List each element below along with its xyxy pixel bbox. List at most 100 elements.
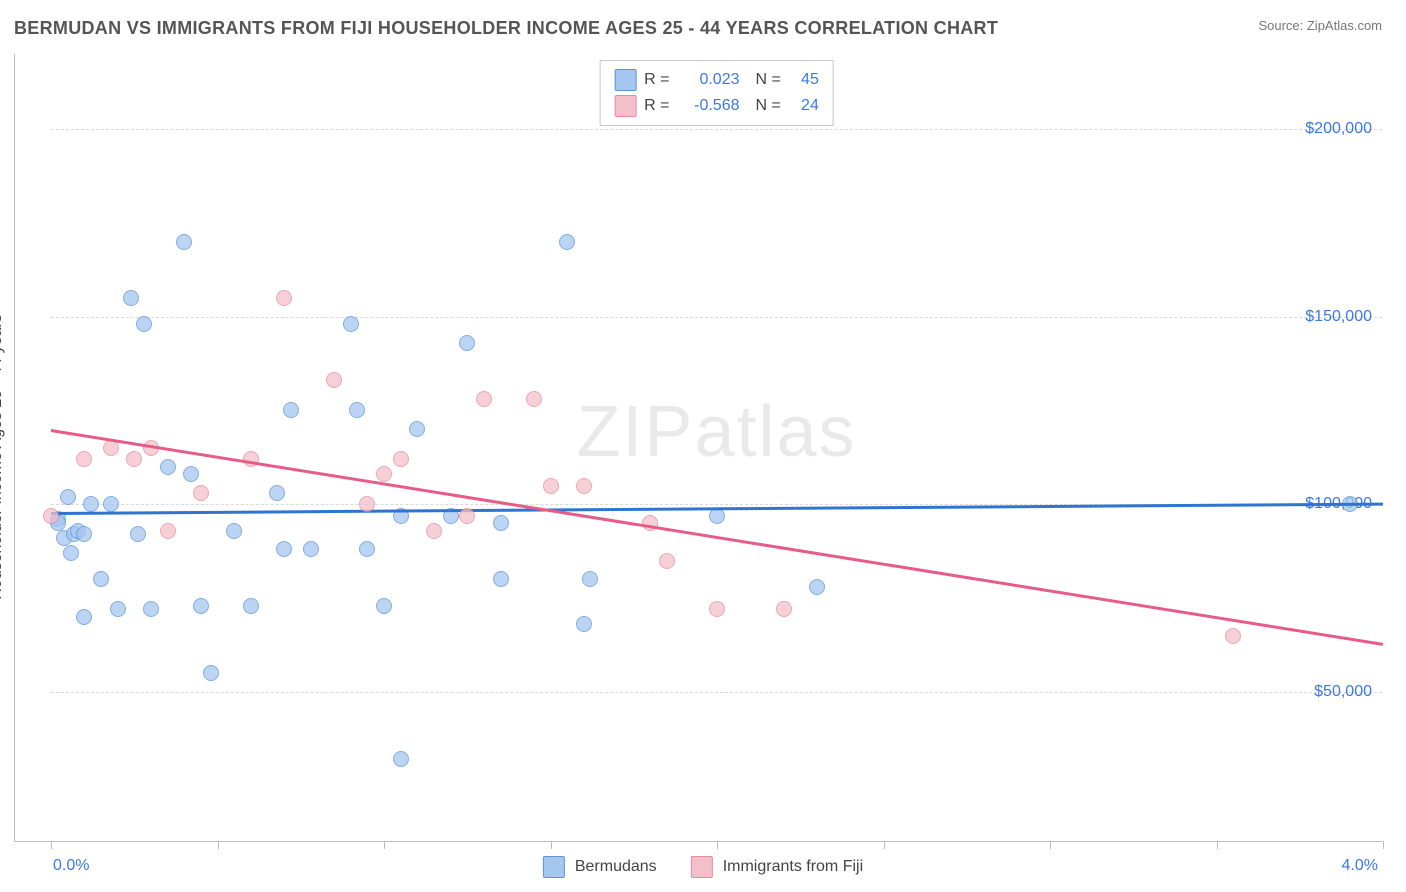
legend-label: Bermudans (575, 858, 657, 876)
scatter-point (343, 316, 359, 332)
scatter-point (160, 523, 176, 539)
r-value: -0.568 (678, 97, 740, 115)
plot-region: ZIPatlas R = 0.023 N = 45 R = -0.568 N = 24 $50… (51, 54, 1382, 841)
x-tick (1050, 841, 1051, 849)
y-axis-label: Householder Income Ages 25 - 44 years (0, 314, 6, 600)
scatter-point (459, 335, 475, 351)
legend-label: Immigrants from Fiji (723, 858, 863, 876)
watermark: ZIPatlas (576, 391, 856, 473)
scatter-point (60, 489, 76, 505)
legend-item: Immigrants from Fiji (691, 856, 863, 878)
scatter-point (276, 290, 292, 306)
x-tick (384, 841, 385, 849)
y-tick-label: $150,000 (1305, 308, 1372, 326)
scatter-point (709, 601, 725, 617)
scatter-point (659, 553, 675, 569)
scatter-point (493, 515, 509, 531)
r-label: R = (644, 71, 669, 89)
chart-area: Householder Income Ages 25 - 44 years ZI… (14, 54, 1382, 842)
scatter-point (459, 508, 475, 524)
legend-swatch (614, 95, 636, 117)
scatter-point (376, 598, 392, 614)
r-label: R = (644, 97, 669, 115)
scatter-point (493, 571, 509, 587)
scatter-point (393, 451, 409, 467)
x-tick (51, 841, 52, 849)
scatter-point (110, 601, 126, 617)
scatter-point (176, 234, 192, 250)
scatter-point (83, 496, 99, 512)
scatter-point (123, 290, 139, 306)
y-tick-label: $200,000 (1305, 120, 1372, 138)
scatter-point (303, 541, 319, 557)
scatter-point (193, 485, 209, 501)
scatter-point (63, 545, 79, 561)
r-value: 0.023 (678, 71, 740, 89)
scatter-point (143, 601, 159, 617)
x-tick (1383, 841, 1384, 849)
x-tick (884, 841, 885, 849)
scatter-point (276, 541, 292, 557)
scatter-point (776, 601, 792, 617)
scatter-point (183, 466, 199, 482)
scatter-point (426, 523, 442, 539)
scatter-point (359, 496, 375, 512)
scatter-point (283, 402, 299, 418)
n-label: N = (756, 71, 781, 89)
scatter-point (376, 466, 392, 482)
chart-header: BERMUDAN VS IMMIGRANTS FROM FIJI HOUSEHO… (0, 0, 1406, 49)
scatter-point (126, 451, 142, 467)
x-tick (717, 841, 718, 849)
gridline (51, 692, 1382, 693)
series-legend: Bermudans Immigrants from Fiji (543, 856, 863, 878)
gridline (51, 317, 1382, 318)
gridline (51, 129, 1382, 130)
stats-legend: R = 0.023 N = 45 R = -0.568 N = 24 (599, 60, 834, 126)
scatter-point (349, 402, 365, 418)
scatter-point (409, 421, 425, 437)
scatter-point (576, 478, 592, 494)
scatter-point (809, 579, 825, 595)
scatter-point (76, 451, 92, 467)
chart-source: Source: ZipAtlas.com (1258, 18, 1382, 33)
scatter-point (359, 541, 375, 557)
x-tick (551, 841, 552, 849)
scatter-point (203, 665, 219, 681)
n-value: 24 (789, 97, 819, 115)
scatter-point (709, 508, 725, 524)
scatter-point (269, 485, 285, 501)
scatter-point (393, 751, 409, 767)
x-min-label: 0.0% (53, 857, 89, 875)
legend-swatch (614, 69, 636, 91)
scatter-point (103, 440, 119, 456)
scatter-point (76, 609, 92, 625)
scatter-point (103, 496, 119, 512)
scatter-point (576, 616, 592, 632)
stats-row: R = -0.568 N = 24 (614, 93, 819, 119)
scatter-point (526, 391, 542, 407)
x-tick (1217, 841, 1218, 849)
n-value: 45 (789, 71, 819, 89)
scatter-point (226, 523, 242, 539)
legend-item: Bermudans (543, 856, 657, 878)
scatter-point (136, 316, 152, 332)
scatter-point (130, 526, 146, 542)
scatter-point (559, 234, 575, 250)
scatter-point (326, 372, 342, 388)
scatter-point (243, 598, 259, 614)
scatter-point (193, 598, 209, 614)
scatter-point (160, 459, 176, 475)
scatter-point (476, 391, 492, 407)
legend-swatch (543, 856, 565, 878)
x-tick (218, 841, 219, 849)
scatter-point (582, 571, 598, 587)
scatter-point (76, 526, 92, 542)
n-label: N = (756, 97, 781, 115)
y-tick-label: $50,000 (1314, 683, 1372, 701)
scatter-point (543, 478, 559, 494)
scatter-point (1225, 628, 1241, 644)
legend-swatch (691, 856, 713, 878)
scatter-point (93, 571, 109, 587)
chart-title: BERMUDAN VS IMMIGRANTS FROM FIJI HOUSEHO… (14, 18, 998, 39)
stats-row: R = 0.023 N = 45 (614, 67, 819, 93)
